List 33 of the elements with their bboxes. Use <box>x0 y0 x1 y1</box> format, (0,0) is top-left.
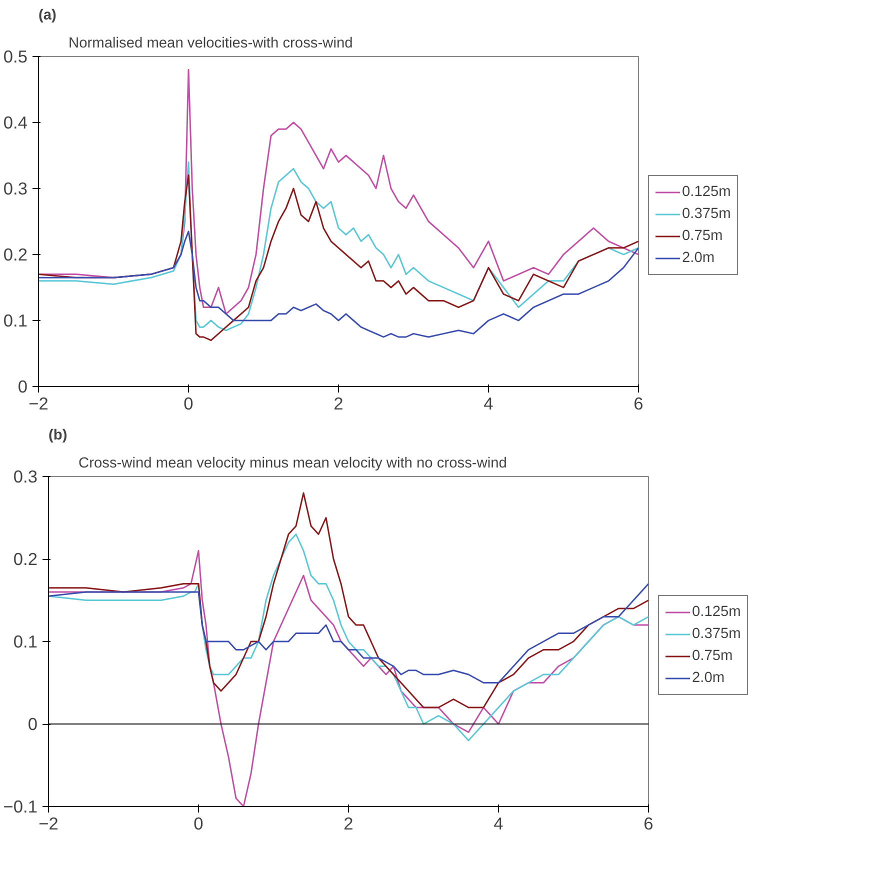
x-tick-label: 6 <box>644 814 654 834</box>
chart-title: Cross-wind mean velocity minus mean velocity with no cross-wind <box>78 456 507 472</box>
legend-label: 0.375m <box>682 206 731 222</box>
y-tick-label: 0 <box>18 376 28 396</box>
y-tick-label: 0 <box>28 714 38 734</box>
chart-title: Normalised mean velocities-with cross-wind <box>68 36 353 52</box>
y-tick-label: 0.2 <box>3 244 28 264</box>
x-tick-label: 2 <box>344 814 354 834</box>
x-tick-label: −2 <box>38 814 58 834</box>
legend-label: 2.0m <box>682 250 715 266</box>
y-tick-label: 0.1 <box>13 632 38 652</box>
x-tick-label: 4 <box>494 814 504 834</box>
text: (b) <box>48 428 68 444</box>
y-tick-label: 0.4 <box>3 112 28 132</box>
legend-label: 0.375m <box>692 626 741 642</box>
legend-label: 0.75m <box>692 648 733 664</box>
legend-label: 0.75m <box>682 228 723 244</box>
x-tick-label: 4 <box>484 394 494 414</box>
x-tick-label: 0 <box>184 394 194 414</box>
y-tick-label: 0.3 <box>3 178 28 198</box>
y-tick-label: 0.5 <box>3 46 28 66</box>
x-tick-label: 6 <box>634 394 644 414</box>
y-tick-label: 0.2 <box>13 549 38 569</box>
legend-label: 0.125m <box>682 184 731 200</box>
y-tick-label: −0.1 <box>3 796 38 816</box>
x-tick-label: 2 <box>334 394 344 414</box>
y-tick-label: 0.3 <box>13 466 38 486</box>
legend-label: 0.125m <box>692 604 741 620</box>
y-tick-label: 0.1 <box>3 310 28 330</box>
x-tick-label: 0 <box>194 814 204 834</box>
x-tick-label: −2 <box>28 394 48 414</box>
legend-label: 2.0m <box>692 670 725 686</box>
text: (a) <box>38 8 57 24</box>
